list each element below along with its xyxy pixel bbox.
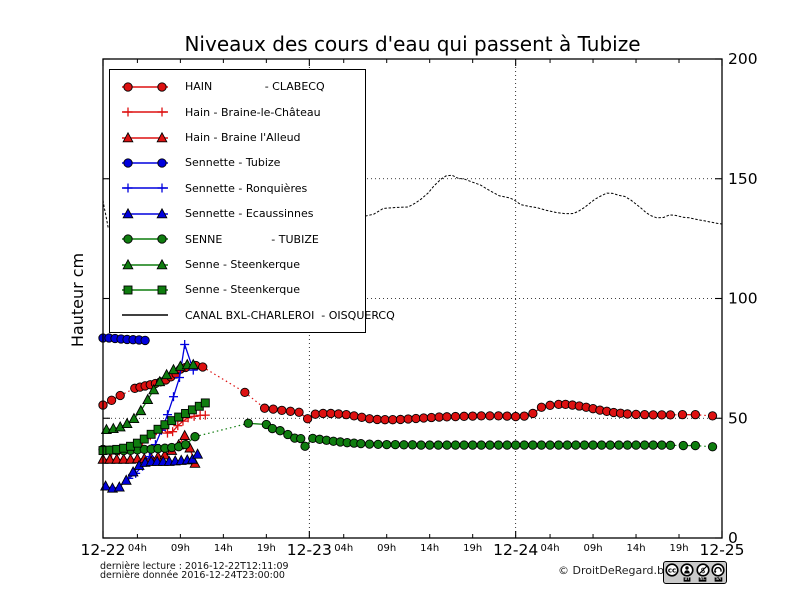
y-tick-label: 200 bbox=[728, 50, 758, 68]
cc-nc-no-dollar-icon: $ bbox=[696, 563, 710, 577]
legend-label: Sennette - Ecaussinnes bbox=[185, 207, 314, 221]
legend-label: CANAL BXL-CHARLEROI - OISQUERCQ bbox=[185, 308, 395, 322]
x-tick-label-hour: 19h bbox=[463, 543, 482, 554]
legend-entry-senne_steenkerque_s: Senne - Steenkerque bbox=[110, 277, 365, 302]
cc-sa-label: SA bbox=[714, 576, 722, 582]
legend-entry-canal: CANAL BXL-CHARLEROI - OISQUERCQ bbox=[110, 303, 395, 328]
y-tick-label: 150 bbox=[728, 170, 758, 188]
legend-entry-hain_braine_alleud: Hain - Braine l'Alleud bbox=[110, 125, 365, 150]
x-tick-label-day: 12-22 bbox=[80, 541, 125, 559]
series-hain_clabecq bbox=[98, 360, 718, 425]
cc-circle-icon: cc bbox=[665, 563, 679, 577]
x-tick-label-hour: 04h bbox=[128, 543, 147, 554]
legend-label: SENNE - TUBIZE bbox=[185, 232, 319, 246]
svg-text:cc: cc bbox=[668, 567, 676, 575]
y-tick-label: 50 bbox=[728, 409, 748, 427]
legend-marker-square bbox=[122, 285, 168, 295]
x-tick-label-hour: 04h bbox=[541, 543, 560, 554]
y-tick-label: 0 bbox=[728, 529, 738, 547]
legend: HAIN - CLABECQ Hain - Braine-le-Château Ha… bbox=[109, 69, 395, 333]
legend-marker-circle bbox=[122, 234, 168, 244]
legend-entry-sennette_ronquieres: Sennette - Ronquières bbox=[110, 176, 365, 201]
legend-marker-none bbox=[122, 314, 168, 317]
legend-label: Hain - Braine-le-Château bbox=[185, 105, 321, 119]
x-tick-label-hour: 14h bbox=[626, 543, 645, 554]
axes-frame: 12-22 12-23 12-24 12-25 04h 09h 14h 19h 04h 09h 14… bbox=[80, 50, 757, 559]
legend-entry-hain_clabecq: HAIN - CLABECQ bbox=[110, 74, 365, 99]
cc-by-item: BY bbox=[680, 563, 694, 582]
legend-label: Sennette - Ronquières bbox=[185, 181, 308, 195]
legend-label: Hain - Braine l'Alleud bbox=[185, 131, 301, 145]
x-tick-label-hour: 14h bbox=[420, 543, 439, 554]
series-senne_tubize bbox=[98, 418, 718, 456]
legend-marker-triangle bbox=[122, 258, 168, 269]
legend-marker-circle bbox=[122, 82, 168, 92]
cc-sa-arrow-icon bbox=[711, 563, 725, 577]
x-tick-label-day: 12-25 bbox=[699, 541, 744, 559]
cc-by-person-icon bbox=[680, 563, 694, 577]
legend-marker-plus bbox=[122, 107, 168, 117]
x-tick-label-hour: 09h bbox=[584, 543, 603, 554]
legend-label: Sennette - Tubize bbox=[185, 156, 281, 170]
series-sennette_ecaussinnes bbox=[100, 448, 204, 493]
last-reading-text: dernière lecture : 2016-12-22T12:11:09 bbox=[100, 561, 289, 572]
cc-license-badge: cc BY $ NC SA bbox=[663, 561, 727, 584]
legend-label: Senne - Steenkerque bbox=[185, 258, 301, 272]
cc-sa-item: SA bbox=[711, 563, 725, 582]
copyright-text: © DroitDeRegard.be bbox=[558, 564, 671, 577]
x-tick-label-day: 12-23 bbox=[287, 541, 332, 559]
x-tick-label-hour: 19h bbox=[257, 543, 276, 554]
legend-marker-triangle bbox=[122, 207, 168, 218]
legend-entry-senne_steenkerque_t: Senne - Steenkerque bbox=[110, 252, 365, 277]
legend-marker-triangle bbox=[122, 131, 168, 142]
cc-by-label: BY bbox=[683, 576, 691, 582]
x-tick-label-hour: 14h bbox=[214, 543, 233, 554]
last-data-text: dernière donnée 2016-12-24T23:00:00 bbox=[100, 570, 285, 581]
series-sennette_tubize bbox=[98, 333, 150, 346]
legend-entry-sennette_tubize: Sennette - Tubize bbox=[110, 150, 365, 175]
series-senne_steenkerque_t bbox=[100, 358, 199, 434]
chart-title: Niveaux des cours d'eau qui passent à Tu… bbox=[184, 32, 641, 56]
legend-entry-senne_tubize: SENNE - TUBIZE bbox=[110, 226, 365, 251]
cc-nc-label: NC bbox=[698, 576, 707, 582]
series-canal bbox=[102, 174, 723, 228]
cc-icon: cc bbox=[665, 563, 679, 577]
legend-label: HAIN - CLABECQ bbox=[185, 80, 325, 94]
x-tick-label-hour: 09h bbox=[171, 543, 190, 554]
legend-entry-sennette_ecaussinnes: Sennette - Ecaussinnes bbox=[110, 201, 365, 226]
x-tick-label-hour: 19h bbox=[669, 543, 688, 554]
y-tick-label: 100 bbox=[728, 290, 758, 308]
legend-marker-plus bbox=[122, 183, 168, 193]
x-tick-label-day: 12-24 bbox=[493, 541, 538, 559]
legend-marker-circle bbox=[122, 158, 168, 168]
cc-nc-item: $ NC bbox=[696, 563, 710, 582]
x-tick-label-hour: 04h bbox=[334, 543, 353, 554]
x-tick-label-hour: 09h bbox=[377, 543, 396, 554]
legend-entry-hain_braine_chateau: Hain - Braine-le-Château bbox=[110, 99, 365, 124]
y-axis-label: Hauteur cm bbox=[68, 252, 87, 348]
legend-label: Senne - Steenkerque bbox=[185, 283, 301, 297]
